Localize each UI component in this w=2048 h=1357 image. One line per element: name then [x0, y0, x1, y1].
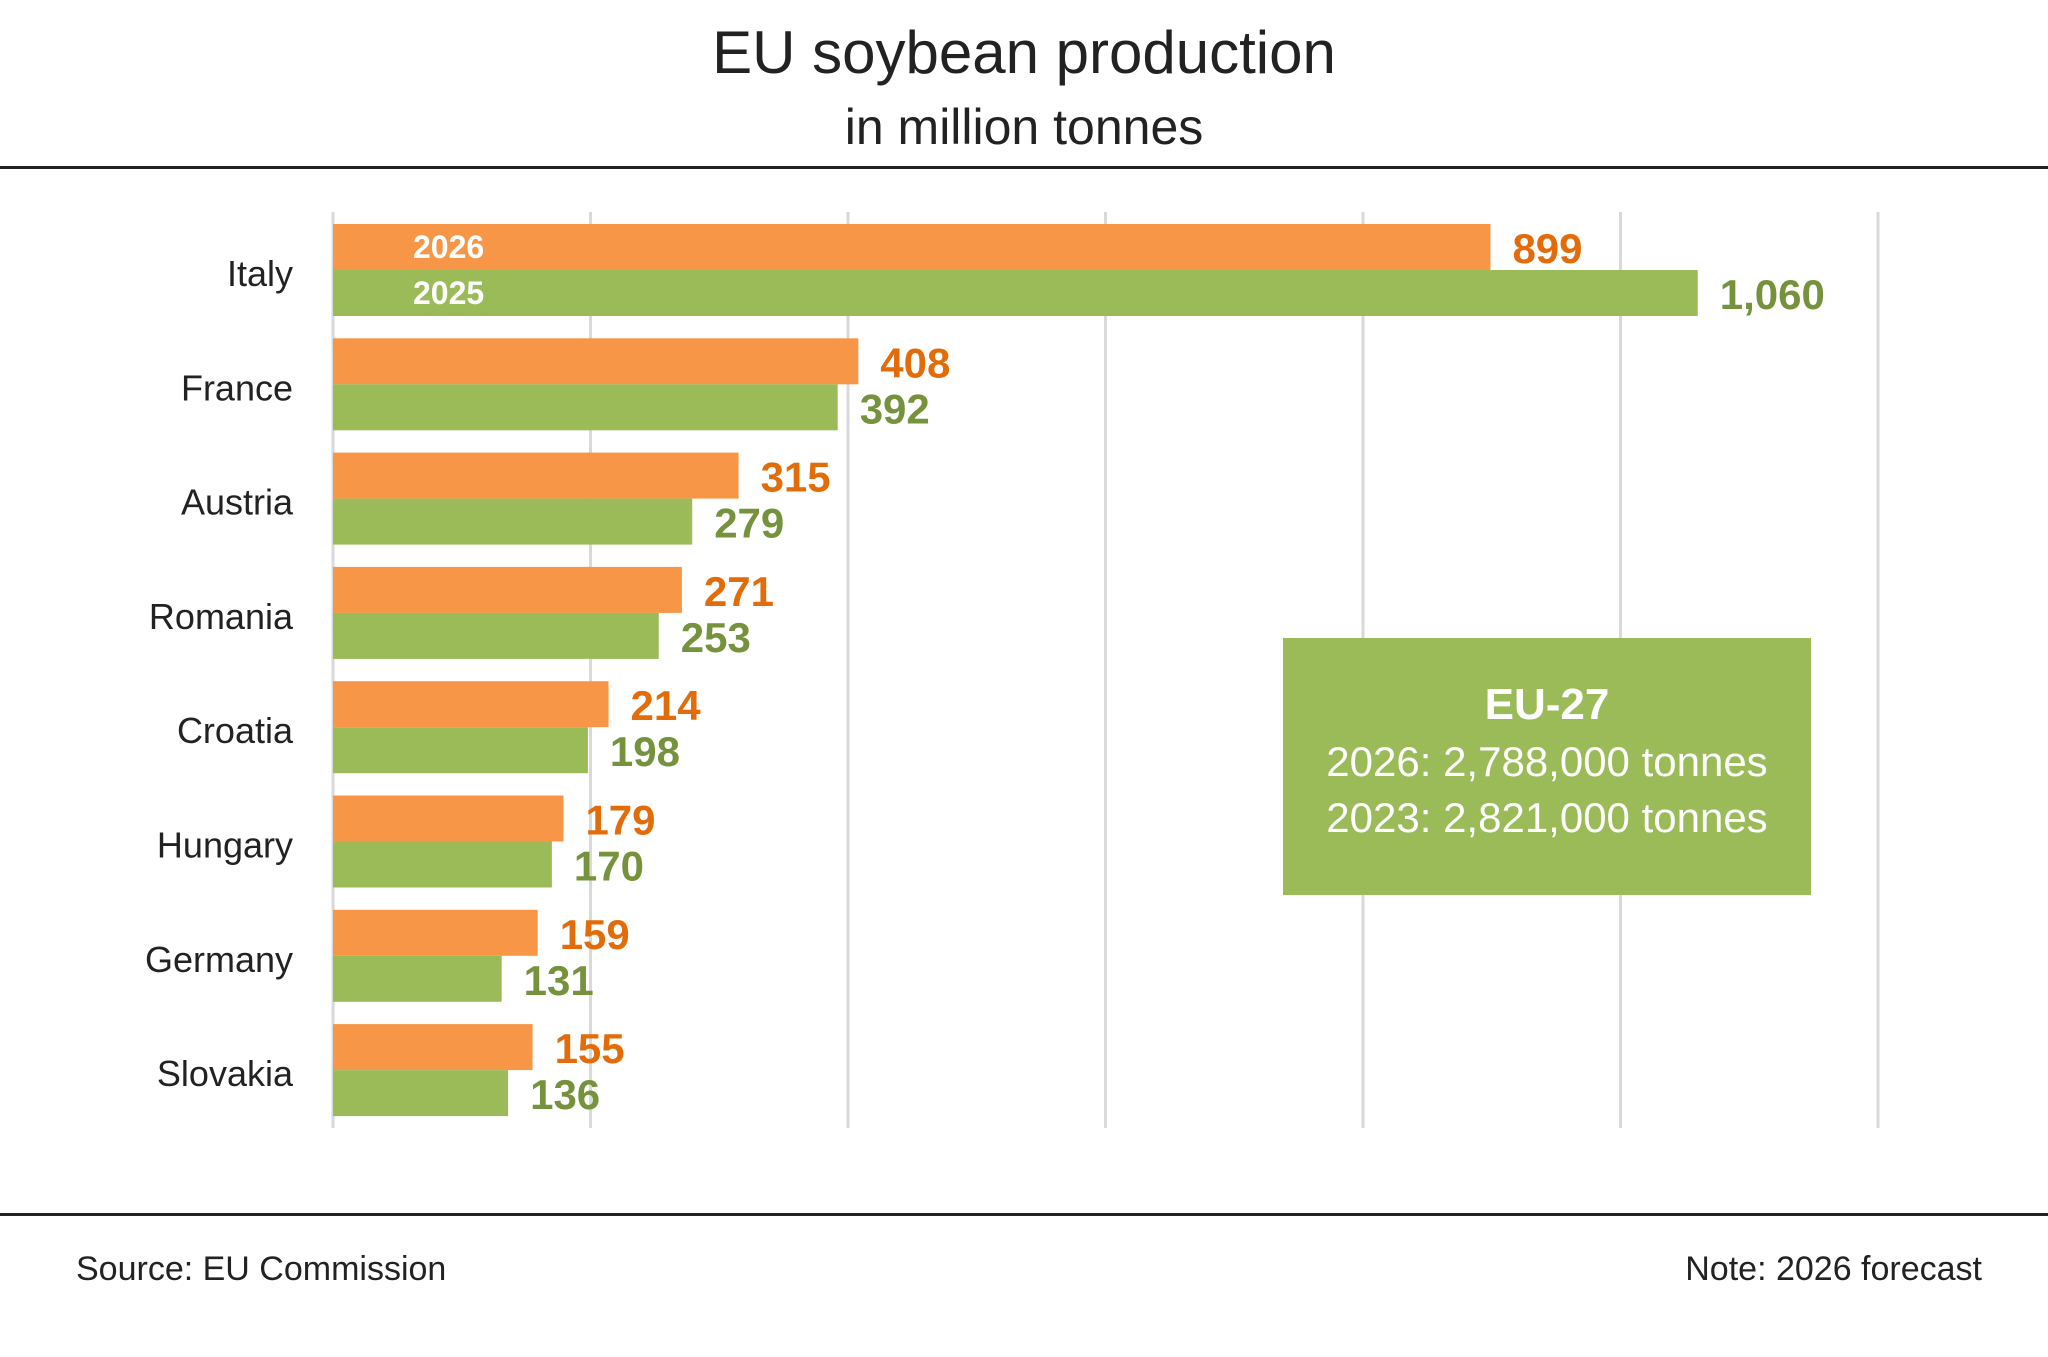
data-label-romania-2026: 271 [704, 568, 774, 615]
data-label-croatia-2025: 198 [610, 728, 680, 775]
data-label-italy-2025: 1,060 [1720, 271, 1825, 318]
data-label-italy-2026: 899 [1512, 225, 1582, 272]
category-label-france: France [181, 367, 293, 408]
eu-box-heading: EU-27 [1484, 680, 1610, 729]
bar-slovakia-2026 [333, 1024, 533, 1071]
data-label-hungary-2026: 179 [585, 797, 655, 844]
data-label-austria-2026: 315 [761, 454, 831, 501]
forecast-note: Note: 2026 forecast [1685, 1250, 1982, 1288]
data-label-hungary-2025: 170 [574, 843, 644, 890]
bar-austria-2026 [333, 452, 739, 499]
eu-box-line-2023: 2023: 2,821,000 tonnes [1326, 794, 1768, 841]
bar-croatia-2025 [333, 727, 588, 774]
bar-croatia-2026 [333, 681, 609, 728]
chart-title: EU soybean production [712, 19, 1336, 86]
data-label-france-2025: 392 [860, 385, 930, 432]
bar-austria-2025 [333, 498, 693, 545]
bottom-rule [0, 1213, 2048, 1216]
bar-hungary-2025 [333, 841, 552, 888]
bar-italy-2025 [333, 270, 1698, 316]
category-label-romania: Romania [149, 596, 294, 637]
category-label-croatia: Croatia [177, 710, 294, 751]
data-label-france-2026: 408 [880, 339, 950, 386]
data-label-germany-2026: 159 [560, 911, 630, 958]
chart-subtitle: in million tonnes [844, 99, 1204, 155]
data-label-croatia-2026: 214 [631, 682, 702, 729]
category-label-italy: Italy [227, 253, 293, 294]
data-label-slovakia-2026: 155 [555, 1025, 625, 1072]
eu-box-line-2026: 2026: 2,788,000 tonnes [1326, 738, 1768, 785]
category-label-germany: Germany [145, 939, 293, 980]
data-label-germany-2025: 131 [524, 957, 594, 1004]
legend-label-2026: 2026 [413, 229, 484, 265]
bar-france-2025 [333, 384, 838, 431]
bar-italy-2026 [333, 224, 1491, 270]
data-label-romania-2025: 253 [681, 614, 751, 661]
category-label-slovakia: Slovakia [157, 1053, 294, 1094]
bar-france-2026 [333, 338, 859, 385]
bar-romania-2026 [333, 566, 682, 613]
bar-romania-2025 [333, 612, 659, 659]
top-rule [0, 166, 2048, 169]
eu-27-summary-box: EU-27 2026: 2,788,000 tonnes 2023: 2,821… [1283, 638, 1811, 895]
category-label-hungary: Hungary [157, 825, 293, 866]
source-note: Source: EU Commission [76, 1250, 447, 1288]
bar-germany-2025 [333, 955, 502, 1002]
legend-label-2025: 2025 [413, 275, 484, 311]
data-label-slovakia-2025: 136 [530, 1071, 600, 1118]
category-label-austria: Austria [181, 482, 294, 523]
bar-germany-2026 [333, 909, 538, 956]
bar-slovakia-2025 [333, 1070, 509, 1117]
bar-hungary-2026 [333, 795, 564, 842]
data-label-austria-2025: 279 [714, 500, 784, 547]
